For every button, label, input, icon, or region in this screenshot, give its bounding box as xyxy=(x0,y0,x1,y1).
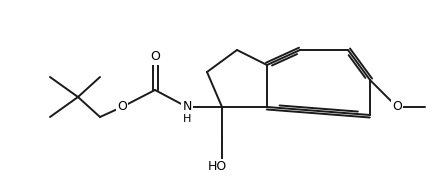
Text: N: N xyxy=(182,100,192,113)
Text: O: O xyxy=(117,100,127,113)
Text: O: O xyxy=(392,100,402,113)
Text: H: H xyxy=(183,114,191,124)
Text: HO: HO xyxy=(207,160,227,173)
Text: O: O xyxy=(150,51,160,64)
